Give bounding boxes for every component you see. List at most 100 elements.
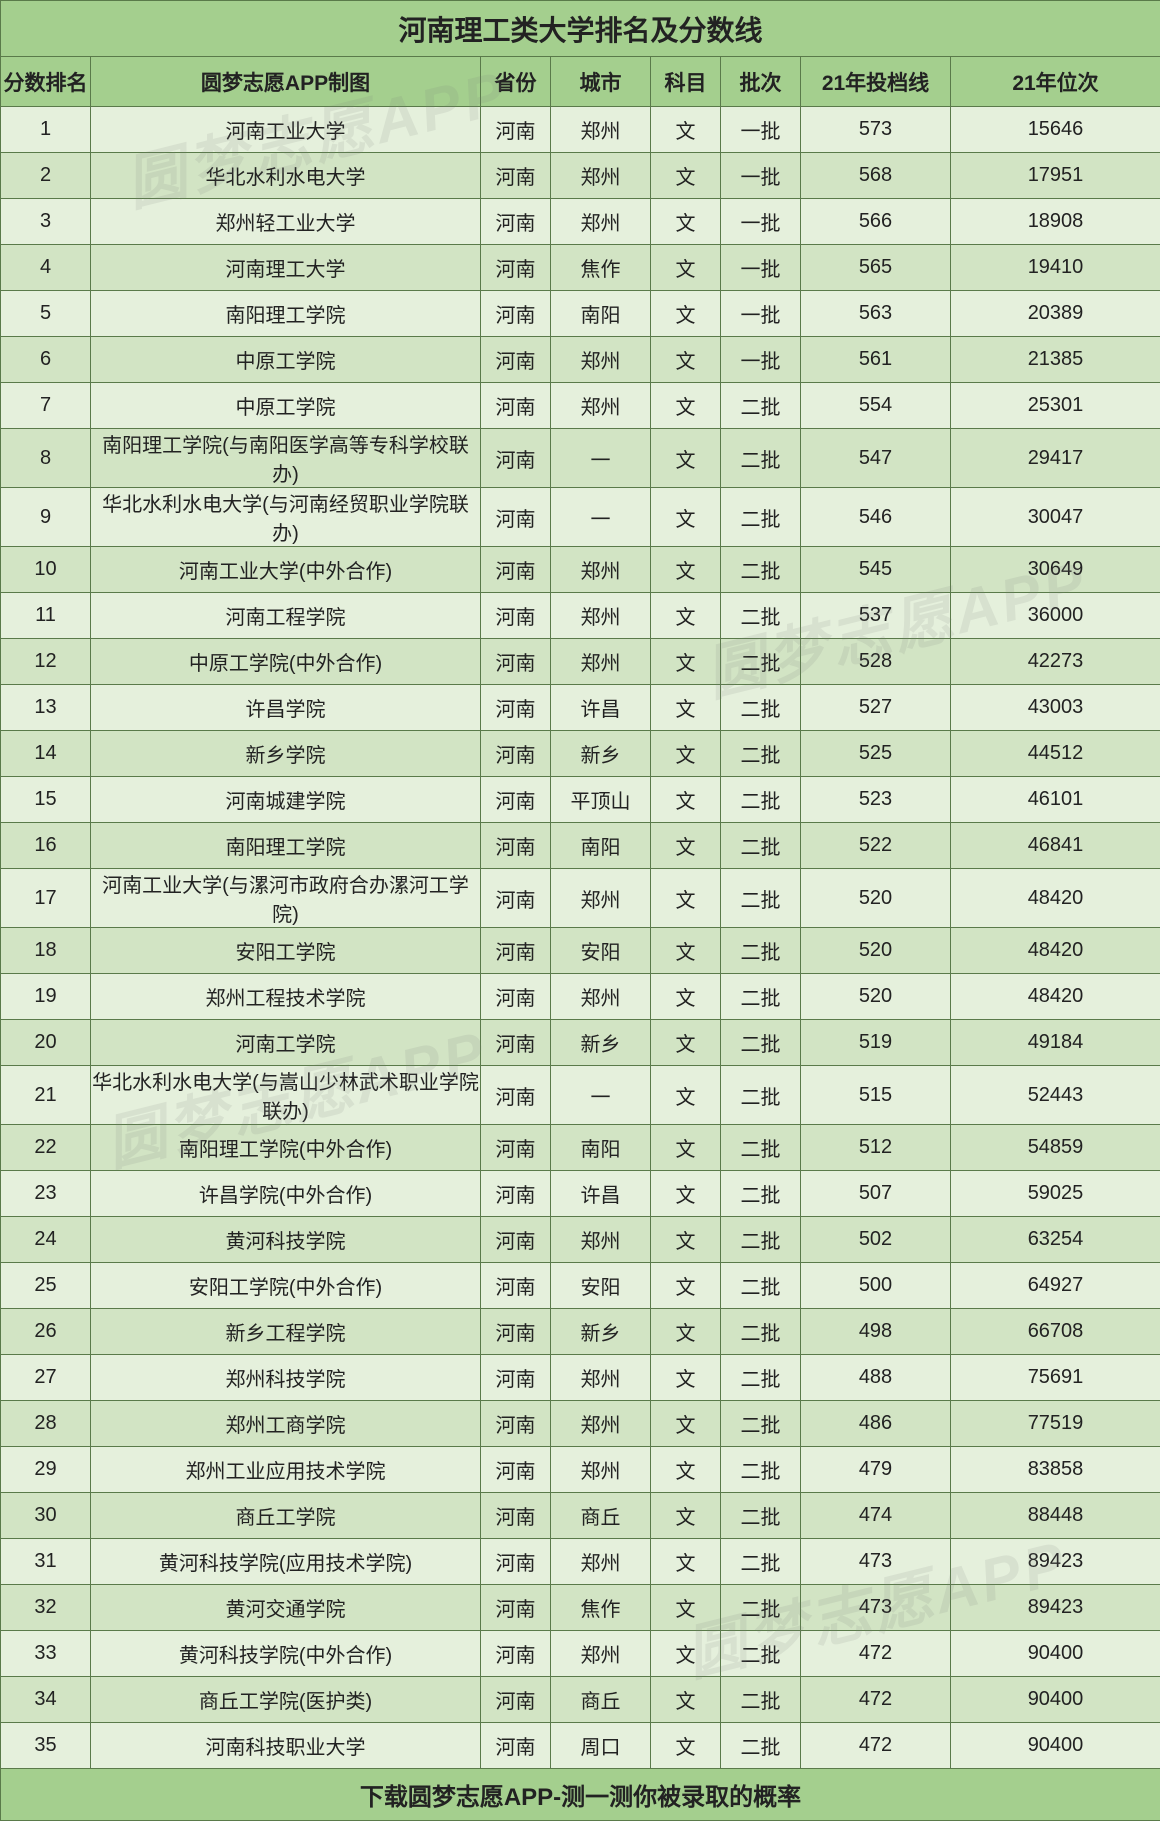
cell: 南阳理工学院 [91, 291, 481, 337]
cell: 520 [801, 869, 951, 928]
cell: 一 [551, 1066, 651, 1125]
cell: 河南 [481, 823, 551, 869]
cell: 郑州 [551, 153, 651, 199]
table-row: 7中原工学院河南郑州文二批55425301 [1, 383, 1160, 429]
table-row: 12中原工学院(中外合作)河南郑州文二批52842273 [1, 639, 1160, 685]
cell: 二批 [721, 1263, 801, 1309]
cell: 河南科技职业大学 [91, 1723, 481, 1769]
cell: 563 [801, 291, 951, 337]
cell: 河南 [481, 1309, 551, 1355]
cell: 河南工业大学 [91, 107, 481, 153]
table-title: 河南理工类大学排名及分数线 [1, 1, 1160, 57]
cell: 一 [551, 429, 651, 488]
cell: 35 [1, 1723, 91, 1769]
table-row: 29郑州工业应用技术学院河南郑州文二批47983858 [1, 1447, 1160, 1493]
cell: 河南 [481, 291, 551, 337]
cell: 19 [1, 974, 91, 1020]
cell: 商丘工学院(医护类) [91, 1677, 481, 1723]
cell: 23 [1, 1171, 91, 1217]
cell: 一批 [721, 153, 801, 199]
cell: 565 [801, 245, 951, 291]
cell: 河南 [481, 731, 551, 777]
cell: 6 [1, 337, 91, 383]
cell: 河南城建学院 [91, 777, 481, 823]
cell: 486 [801, 1401, 951, 1447]
cell: 43003 [951, 685, 1160, 731]
cell: 31 [1, 1539, 91, 1585]
cell: 30 [1, 1493, 91, 1539]
cell: 许昌学院 [91, 685, 481, 731]
cell: 文 [651, 1585, 721, 1631]
table-row: 8南阳理工学院(与南阳医学高等专科学校联办)河南一文二批54729417 [1, 429, 1160, 488]
cell: 二批 [721, 777, 801, 823]
cell: 河南工业大学(与漯河市政府合办漯河工学院) [91, 869, 481, 928]
cell: 二批 [721, 974, 801, 1020]
cell: 一批 [721, 291, 801, 337]
cell: 30649 [951, 547, 1160, 593]
cell: 25 [1, 1263, 91, 1309]
cell: 479 [801, 1447, 951, 1493]
cell: 中原工学院 [91, 383, 481, 429]
cell: 河南工程学院 [91, 593, 481, 639]
cell: 黄河科技学院 [91, 1217, 481, 1263]
cell: 文 [651, 928, 721, 974]
cell: 文 [651, 639, 721, 685]
cell: 文 [651, 731, 721, 777]
cell: 文 [651, 153, 721, 199]
cell: 文 [651, 1309, 721, 1355]
cell: 河南 [481, 1125, 551, 1171]
cell: 一 [551, 488, 651, 547]
cell: 河南 [481, 153, 551, 199]
cell: 11 [1, 593, 91, 639]
cell: 63254 [951, 1217, 1160, 1263]
cell: 新乡 [551, 731, 651, 777]
cell: 25301 [951, 383, 1160, 429]
cell: 7 [1, 383, 91, 429]
cell: 文 [651, 1066, 721, 1125]
cell: 安阳工学院 [91, 928, 481, 974]
cell: 498 [801, 1309, 951, 1355]
cell: 546 [801, 488, 951, 547]
cell: 14 [1, 731, 91, 777]
cell: 21385 [951, 337, 1160, 383]
cell: 一批 [721, 107, 801, 153]
cell: 南阳理工学院(中外合作) [91, 1125, 481, 1171]
cell: 河南 [481, 1217, 551, 1263]
table-row: 30商丘工学院河南商丘文二批47488448 [1, 1493, 1160, 1539]
cell: 554 [801, 383, 951, 429]
cell: 河南 [481, 1493, 551, 1539]
cell: 90400 [951, 1677, 1160, 1723]
cell: 河南 [481, 1355, 551, 1401]
cell: 二批 [721, 547, 801, 593]
cell: 89423 [951, 1539, 1160, 1585]
cell: 547 [801, 429, 951, 488]
table-row: 35河南科技职业大学河南周口文二批47290400 [1, 1723, 1160, 1769]
cell: 河南 [481, 1171, 551, 1217]
cell: 文 [651, 869, 721, 928]
table-row: 6中原工学院河南郑州文一批56121385 [1, 337, 1160, 383]
cell: 90400 [951, 1631, 1160, 1677]
cell: 5 [1, 291, 91, 337]
cell: 郑州 [551, 107, 651, 153]
cell: 一批 [721, 199, 801, 245]
table-row: 14新乡学院河南新乡文二批52544512 [1, 731, 1160, 777]
cell: 河南 [481, 1585, 551, 1631]
cell: 郑州 [551, 1355, 651, 1401]
table-row: 31黄河科技学院(应用技术学院)河南郑州文二批47389423 [1, 1539, 1160, 1585]
cell: 河南 [481, 1723, 551, 1769]
cell: 528 [801, 639, 951, 685]
cell: 13 [1, 685, 91, 731]
cell: 520 [801, 928, 951, 974]
cell: 文 [651, 1263, 721, 1309]
table-row: 13许昌学院河南许昌文二批52743003 [1, 685, 1160, 731]
cell: 90400 [951, 1723, 1160, 1769]
cell: 郑州 [551, 593, 651, 639]
table-row: 17河南工业大学(与漯河市政府合办漯河工学院)河南郑州文二批52048420 [1, 869, 1160, 928]
cell: 561 [801, 337, 951, 383]
col-header-6: 21年投档线 [801, 57, 951, 107]
cell: 500 [801, 1263, 951, 1309]
table-row: 22南阳理工学院(中外合作)河南南阳文二批51254859 [1, 1125, 1160, 1171]
cell: 15646 [951, 107, 1160, 153]
cell: 21 [1, 1066, 91, 1125]
cell: 文 [651, 1125, 721, 1171]
